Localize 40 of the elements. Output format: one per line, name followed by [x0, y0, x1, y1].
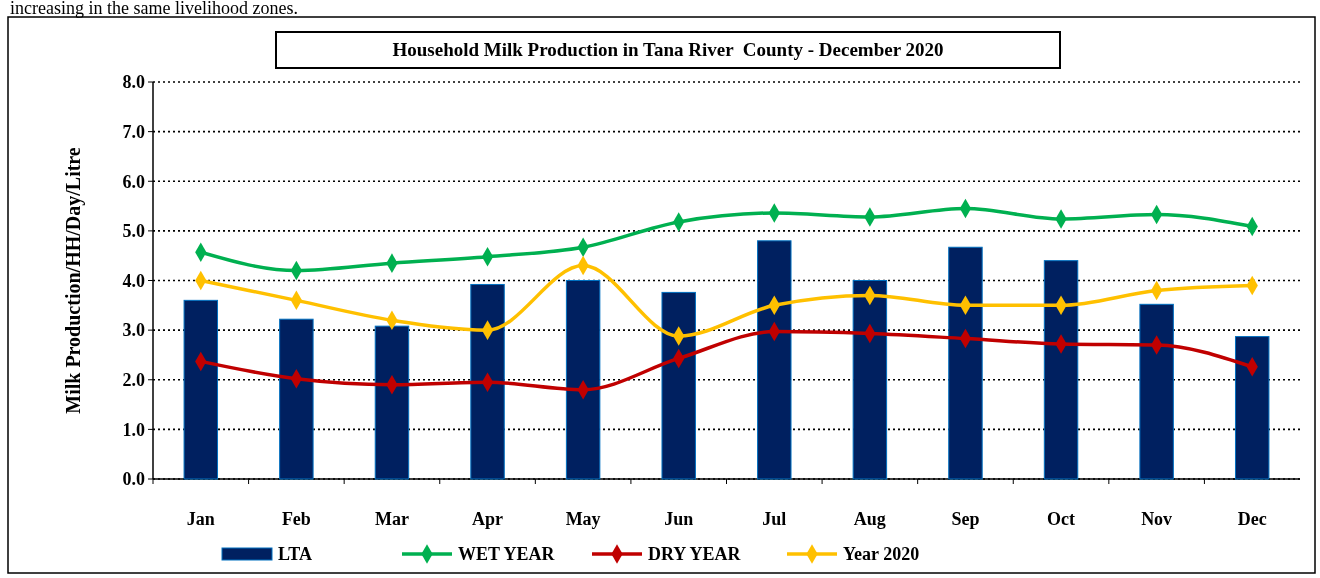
y-tick-label: 4.0 — [122, 270, 145, 291]
bar — [1043, 260, 1079, 480]
y-tick-label: 8.0 — [122, 72, 145, 93]
bar — [279, 318, 314, 480]
x-tick-label: May — [565, 509, 601, 529]
x-tick-label: Mar — [374, 509, 409, 529]
x-tick-label: Dec — [1237, 509, 1267, 529]
x-tick-label: Feb — [281, 509, 311, 529]
y-tick-label: 1.0 — [122, 419, 145, 440]
text: increasing in the same livelihood zones. — [10, 0, 298, 18]
bar — [1139, 303, 1174, 480]
y-tick-label: 6.0 — [122, 171, 145, 192]
y-tick-label: 5.0 — [122, 221, 145, 242]
bar — [374, 325, 410, 480]
bar — [948, 246, 983, 480]
x-tick-label: Jul — [762, 509, 787, 529]
x-tick-label: Nov — [1141, 509, 1173, 529]
y-tick-label: 0.0 — [122, 469, 145, 490]
legend-label: Year 2020 — [843, 544, 920, 565]
x-tick-label: Sep — [951, 509, 980, 529]
bar — [470, 283, 505, 480]
x-tick-label: Apr — [472, 509, 504, 529]
legend-label: DRY YEAR — [648, 544, 742, 565]
bar — [852, 280, 888, 480]
x-tick-label: Jan — [186, 509, 215, 529]
bar — [661, 291, 696, 480]
bar — [565, 280, 601, 480]
bar — [183, 299, 219, 480]
x-tick-label: Jun — [664, 509, 694, 529]
y-tick-label: 3.0 — [122, 320, 145, 341]
y-tick-label: 2.0 — [122, 370, 145, 391]
legend-label: LTA — [278, 544, 313, 565]
bar — [757, 240, 792, 480]
bar — [1234, 336, 1270, 480]
legend-label: WET YEAR — [458, 544, 556, 565]
chart-title: Household Milk Production in Tana River County - December 2020 — [392, 39, 944, 60]
y-tick-label: 7.0 — [122, 121, 145, 142]
x-tick-label: Oct — [1047, 509, 1076, 529]
x-tick-label: Aug — [853, 509, 886, 529]
y-axis-title: Milk Production/HH/Day/Litre — [62, 147, 85, 414]
